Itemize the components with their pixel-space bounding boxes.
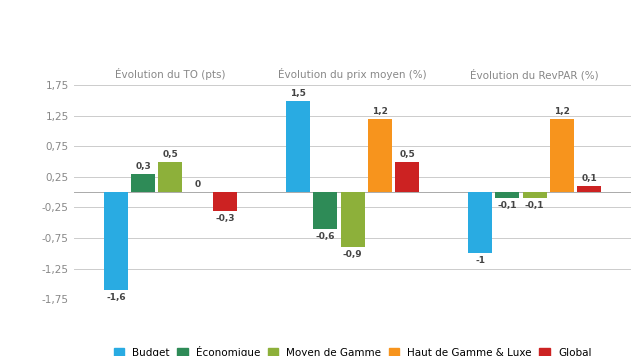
Bar [495, 192, 519, 198]
Text: -1: -1 [475, 256, 485, 265]
Text: -1,6: -1,6 [106, 293, 126, 302]
Text: -0,1: -0,1 [497, 201, 517, 210]
Text: Évolution du prix moyen (%): Évolution du prix moyen (%) [278, 68, 427, 80]
Bar [522, 192, 547, 198]
Bar [286, 101, 310, 192]
Bar [213, 192, 237, 210]
Bar [104, 192, 128, 290]
Text: 0,5: 0,5 [163, 150, 178, 159]
Text: Évolution du RevPAR (%): Évolution du RevPAR (%) [470, 69, 599, 80]
Bar [131, 174, 155, 192]
Text: 0,5: 0,5 [399, 150, 415, 159]
Text: Évolution du TO (pts): Évolution du TO (pts) [115, 68, 226, 80]
Text: -0,6: -0,6 [315, 232, 335, 241]
Bar [158, 162, 183, 192]
Bar [313, 192, 337, 229]
Bar [368, 119, 392, 192]
Bar [468, 192, 492, 253]
Text: -0,1: -0,1 [525, 201, 544, 210]
Bar [340, 192, 365, 247]
Text: 0: 0 [195, 180, 201, 189]
Text: 2015 PAR RAPPORT À 2014: 2015 PAR RAPPORT À 2014 [220, 42, 421, 55]
Bar [550, 119, 574, 192]
Text: 0,1: 0,1 [581, 174, 597, 183]
Text: 1,2: 1,2 [554, 107, 570, 116]
Text: 1,2: 1,2 [372, 107, 388, 116]
Bar [395, 162, 419, 192]
Text: -0,9: -0,9 [343, 250, 362, 259]
Text: ÉVOLUTION DE L'ACTIVITÉ HÔTELIÈRE PAR GAMME,: ÉVOLUTION DE L'ACTIVITÉ HÔTELIÈRE PAR GA… [129, 17, 512, 31]
Legend: Budget, Économique, Moyen de Gamme, Haut de Gamme & Luxe, Global: Budget, Économique, Moyen de Gamme, Haut… [113, 346, 592, 356]
Bar [578, 186, 601, 192]
Text: -0,3: -0,3 [215, 214, 235, 222]
Text: 1,5: 1,5 [290, 89, 306, 98]
Text: 0,3: 0,3 [135, 162, 151, 171]
